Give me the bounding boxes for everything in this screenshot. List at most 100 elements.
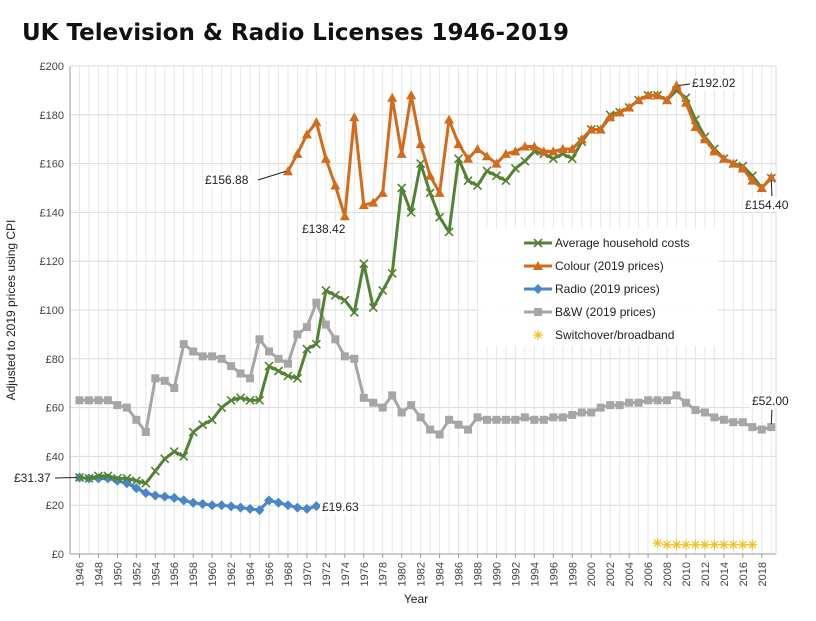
y-tick-label: £40 — [46, 451, 64, 463]
annotation-leader — [770, 409, 773, 425]
data-point — [671, 80, 682, 90]
y-tick-label: £160 — [40, 159, 64, 171]
data-point — [396, 148, 407, 158]
data-point — [491, 171, 502, 181]
data-point — [103, 471, 113, 481]
data-point — [520, 156, 530, 166]
data-point — [652, 90, 663, 100]
data-point — [378, 403, 387, 412]
data-point — [567, 143, 578, 153]
x-tick-label: 1946 — [74, 562, 86, 586]
annotation-bg — [300, 222, 348, 236]
x-tick-label: 2014 — [719, 562, 731, 586]
data-point — [207, 500, 218, 511]
data-point — [549, 413, 558, 422]
data-point — [492, 415, 501, 424]
y-tick-label: £20 — [46, 500, 64, 512]
data-point — [264, 361, 274, 371]
annotation: £31.37 — [12, 471, 77, 485]
x-tick-label: 2004 — [624, 562, 636, 586]
annotation-bg — [743, 198, 791, 212]
x-tick-label: 2018 — [757, 562, 769, 586]
x-tick-label: 1976 — [359, 562, 371, 586]
annotation-leader — [770, 180, 773, 197]
x-tick-label: 2012 — [700, 562, 712, 586]
data-point — [757, 425, 766, 434]
x-tick-label: 1998 — [567, 562, 579, 586]
data-point — [350, 354, 359, 363]
data-point — [330, 290, 340, 300]
data-point — [407, 401, 416, 410]
data-point — [226, 501, 237, 512]
data-point — [510, 163, 520, 174]
data-point — [472, 143, 483, 153]
x-tick-label: 1988 — [472, 562, 484, 586]
data-point — [671, 539, 682, 550]
data-point — [719, 415, 728, 424]
data-point — [302, 323, 311, 332]
data-point — [179, 340, 188, 349]
data-point — [406, 90, 417, 100]
data-point — [444, 114, 455, 124]
data-point — [207, 415, 217, 425]
data-point — [151, 374, 160, 383]
data-point — [672, 391, 681, 400]
data-point — [690, 539, 701, 550]
data-point — [226, 395, 236, 405]
data-point — [274, 354, 283, 363]
x-tick-label: 1994 — [529, 562, 541, 586]
data-point — [615, 401, 624, 410]
data-point — [539, 415, 548, 424]
x-tick-label: 1974 — [340, 562, 352, 586]
data-point — [321, 285, 331, 296]
data-point — [112, 473, 122, 483]
series-group — [74, 80, 777, 550]
series-line-colour-2019-prices — [286, 83, 773, 218]
data-point — [312, 298, 321, 307]
data-point — [699, 539, 710, 550]
x-tick-label: 1964 — [245, 562, 257, 586]
x-tick-label: 1956 — [169, 562, 181, 586]
legend-item: Average household costs — [524, 236, 690, 250]
x-tick-label: 1948 — [93, 562, 105, 586]
legend-box — [478, 228, 718, 346]
x-tick-label: 1992 — [510, 562, 522, 586]
data-point — [700, 408, 709, 417]
x-tick-label: 1978 — [378, 562, 390, 586]
data-point — [444, 227, 454, 237]
data-point — [644, 396, 653, 405]
data-point — [472, 180, 483, 191]
data-point — [388, 391, 397, 400]
data-point — [482, 415, 491, 424]
legend-label: Average household costs — [555, 236, 690, 250]
x-tick-labels: 1946 1948 1950 1952 1954 1956 1958 1960 1962 1964… — [74, 562, 768, 586]
y-tick-label: £80 — [46, 354, 64, 366]
data-point — [681, 398, 690, 407]
data-point — [377, 187, 388, 197]
data-point — [558, 413, 567, 422]
data-point — [748, 423, 757, 432]
data-point — [530, 415, 539, 424]
annotation: £52.00 — [750, 394, 791, 425]
x-tick-label: 1986 — [454, 562, 466, 586]
data-point — [663, 396, 672, 405]
data-point — [84, 473, 94, 483]
data-point — [606, 401, 615, 410]
x-tick-label: 2000 — [586, 562, 598, 586]
y-tick-label: £60 — [46, 403, 64, 415]
data-point — [170, 384, 179, 393]
data-point — [737, 539, 748, 550]
data-point — [198, 352, 207, 361]
data-point — [767, 423, 776, 432]
x-tick-label: 1982 — [416, 562, 428, 586]
data-point — [216, 500, 227, 511]
data-point — [265, 347, 274, 356]
data-point — [587, 408, 596, 417]
x-tick-label: 1962 — [226, 562, 238, 586]
data-point — [359, 259, 369, 269]
x-tick-label: 1958 — [188, 562, 200, 586]
data-point — [482, 166, 492, 176]
annotation: £138.42 — [300, 222, 348, 236]
annotation: £156.88 — [203, 170, 287, 187]
legend: Average household costs Colour (2019 pric… — [478, 228, 718, 346]
